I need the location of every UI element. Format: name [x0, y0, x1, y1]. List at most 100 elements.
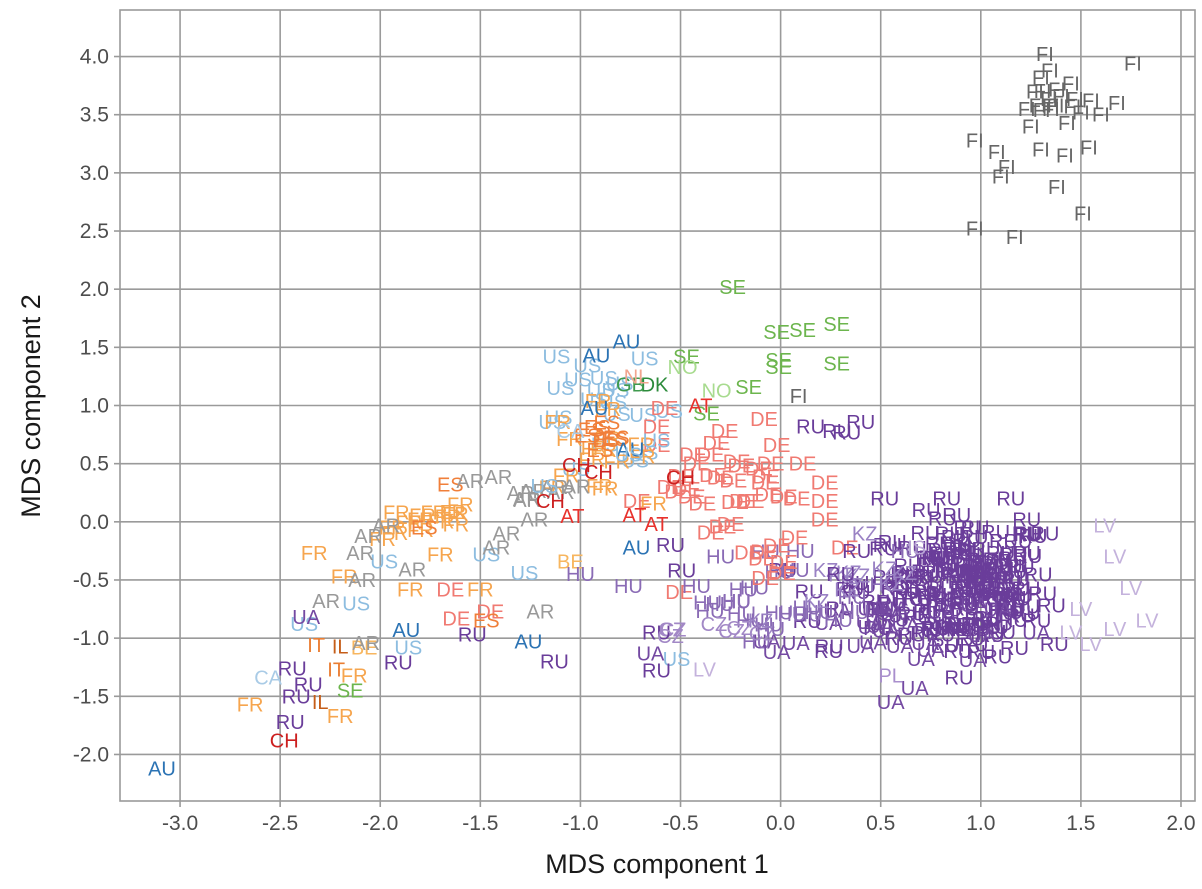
- point-label-ru: RU: [815, 637, 844, 659]
- y-tick-label: 3.5: [80, 104, 109, 127]
- point-label-ru: RU: [921, 618, 950, 640]
- point-label-de: DE: [745, 459, 773, 481]
- point-label-ar: AR: [312, 591, 340, 613]
- point-label-ru: RU: [964, 569, 993, 591]
- x-axis-title: MDS component 1: [545, 849, 769, 879]
- point-label-se: SE: [673, 347, 700, 369]
- x-tick-label: -1.0: [562, 812, 598, 835]
- point-label-de: DE: [703, 433, 731, 455]
- x-tick-label: 1.0: [966, 812, 995, 835]
- point-label-us: US: [603, 404, 631, 426]
- point-label-ru: RU: [928, 540, 957, 562]
- point-label-ru: RU: [826, 564, 855, 586]
- point-label-es: ES: [437, 475, 464, 497]
- point-label-us: US: [538, 412, 566, 434]
- point-label-ru: RU: [945, 542, 974, 564]
- point-label-ru: RU: [873, 535, 902, 557]
- point-label-fi: FI: [1062, 73, 1080, 95]
- point-label-ru: RU: [793, 611, 822, 633]
- point-label-ru: RU: [958, 586, 987, 608]
- point-label-ru: RU: [953, 518, 982, 540]
- point-label-fi: FI: [1042, 99, 1060, 121]
- point-label-ru: RU: [956, 615, 985, 637]
- point-label-us: US: [545, 408, 573, 430]
- point-label-ru: RU: [915, 566, 944, 588]
- point-label-ru: RU: [1022, 611, 1051, 633]
- point-label-ru: RU: [983, 646, 1012, 668]
- point-label-de: DE: [707, 468, 735, 490]
- point-label-de: DE: [729, 491, 757, 513]
- point-label-ru: RU: [891, 581, 920, 603]
- point-label-ru: RU: [910, 623, 939, 645]
- point-label-ru: RU: [950, 580, 979, 602]
- point-label-ru: RU: [1001, 569, 1030, 591]
- point-label-de: DE: [768, 563, 796, 585]
- point-label-ru: RU: [987, 600, 1016, 622]
- point-label-ru: RU: [956, 628, 985, 650]
- point-labels: RURURURURURURURURURURURURURURURURURURURU…: [148, 44, 1159, 780]
- point-label-ua: UA: [292, 607, 320, 629]
- point-label-es: ES: [601, 429, 628, 451]
- point-label-pl: PL: [878, 665, 902, 687]
- point-label-de: DE: [757, 454, 785, 476]
- point-label-lv: LV: [1093, 515, 1117, 537]
- point-label-ru: RU: [966, 642, 995, 664]
- point-label-ru: RU: [872, 567, 901, 589]
- point-label-it: IT: [307, 635, 325, 657]
- point-label-ru: RU: [979, 567, 1008, 589]
- point-label-fr: FR: [590, 440, 617, 462]
- point-label-ua: UA: [907, 649, 935, 671]
- point-label-de: DE: [688, 493, 716, 515]
- point-label-ru: RU: [968, 551, 997, 573]
- point-label-fr: FR: [327, 706, 354, 728]
- point-label-ru: RU: [865, 599, 894, 621]
- point-label-ru: RU: [959, 562, 988, 584]
- point-label-hu: HU: [754, 615, 783, 637]
- point-label-hu: HU: [736, 611, 765, 633]
- point-label-de: DE: [673, 479, 701, 501]
- point-label-ru: RU: [1037, 596, 1066, 618]
- point-label-au: AU: [581, 398, 609, 420]
- point-label-fi: FI: [1033, 100, 1051, 122]
- point-label-ru: RU: [913, 582, 942, 604]
- point-label-ru: RU: [957, 540, 986, 562]
- point-label-ru: RU: [999, 610, 1028, 632]
- point-label-ru: RU: [980, 578, 1009, 600]
- y-tick-label: -1.5: [73, 685, 109, 708]
- point-label-de: DE: [748, 549, 776, 571]
- point-label-au: AU: [623, 537, 651, 559]
- point-label-ru: RU: [993, 572, 1022, 594]
- point-label-fr: FR: [627, 435, 654, 457]
- point-label-de: DE: [763, 536, 791, 558]
- point-label-ru: RU: [985, 559, 1014, 581]
- point-label-ru: RU: [943, 539, 972, 561]
- y-tick-labels: -2.0 -1.5 -1.0 -0.5 0.0 0.5 1.0 1.5 2.0 2.5 3.0 3.5…: [73, 46, 120, 766]
- point-label-ru: RU: [954, 578, 983, 600]
- point-label-hu: HU: [792, 597, 821, 619]
- point-label-es: ES: [584, 417, 611, 439]
- point-label-ch: CH: [562, 455, 591, 477]
- point-label-ru: RU: [972, 539, 1001, 561]
- point-label-ru: RU: [911, 566, 940, 588]
- point-label-ru: RU: [952, 531, 981, 553]
- point-label-us: US: [643, 430, 671, 452]
- point-label-fi: FI: [998, 157, 1016, 179]
- point-label-ru: RU: [952, 592, 981, 614]
- point-label-fr: FR: [640, 493, 667, 515]
- point-label-ar: AR: [521, 510, 549, 532]
- point-label-de: DE: [770, 487, 798, 509]
- point-label-hu: HU: [756, 619, 785, 641]
- point-label-us: US: [511, 563, 539, 585]
- point-label-ru: RU: [822, 421, 851, 443]
- point-label-ru: RU: [278, 658, 307, 680]
- point-label-ru: RU: [971, 552, 1000, 574]
- point-label-de: DE: [683, 454, 711, 476]
- point-label-fi: FI: [966, 130, 984, 152]
- point-label-ru: RU: [1002, 589, 1031, 611]
- point-label-kz: KZ: [834, 580, 860, 602]
- point-label-de: DE: [783, 489, 811, 511]
- point-label-de: DE: [697, 444, 725, 466]
- y-tick-label: 0.0: [80, 511, 109, 534]
- point-label-ru: RU: [1006, 606, 1035, 628]
- point-label-no: NO: [668, 357, 698, 379]
